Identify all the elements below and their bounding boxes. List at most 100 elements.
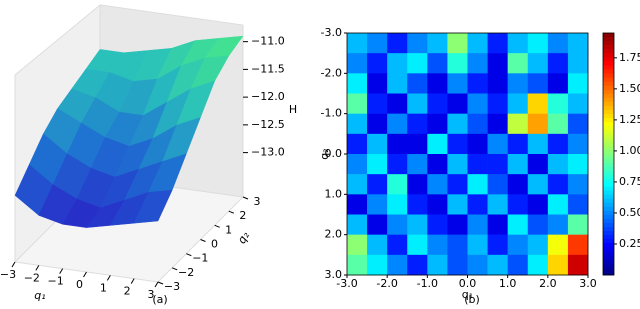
- heat-cell: [367, 214, 388, 235]
- heat-cell: [467, 93, 488, 114]
- colorbar-step: [603, 149, 614, 155]
- heat-cell: [347, 174, 368, 195]
- heat-cell: [567, 174, 589, 195]
- heat-cell: [527, 73, 549, 94]
- heat-cell: [487, 214, 508, 235]
- y-tick-label: 2.0: [325, 228, 343, 241]
- heat-cell: [567, 214, 589, 235]
- y-tick-label: -1.0: [321, 107, 342, 120]
- heat-cell: [407, 73, 428, 94]
- heat-cell: [427, 113, 448, 135]
- heat-cell: [527, 194, 549, 215]
- x-axis-label: q₁: [462, 288, 473, 301]
- heat-cell: [427, 133, 448, 155]
- colorbar-step: [603, 238, 614, 244]
- colorbar-step: [603, 41, 614, 46]
- x-tick: [59, 268, 64, 274]
- y-tick: [157, 281, 164, 285]
- heat-cell: [427, 33, 448, 54]
- heat-cell: [507, 133, 529, 155]
- colorbar-step: [603, 97, 614, 102]
- colorbar-tick-label: 0.75: [619, 175, 640, 188]
- x-tick-label: -2.0: [376, 277, 397, 290]
- y-axis-label: q₂: [318, 148, 331, 159]
- colorbar-step: [603, 194, 614, 199]
- heat-cell: [467, 33, 488, 54]
- heat-cell: [347, 194, 368, 215]
- heat-cell: [567, 53, 589, 74]
- x-tick-label: 0.0: [459, 277, 477, 290]
- heat-cell: [367, 113, 388, 135]
- x-tick-label: −2: [24, 271, 40, 284]
- heat-cell: [487, 194, 508, 215]
- y-tick-label: 1.0: [325, 187, 343, 200]
- heat-cell: [387, 194, 408, 215]
- heat-cell: [447, 113, 468, 135]
- surface-patch: [133, 189, 173, 224]
- heat-cell: [527, 113, 549, 135]
- colorbar-step: [603, 53, 614, 58]
- heat-cell: [447, 73, 468, 94]
- heat-cell: [347, 93, 368, 114]
- heat-cell: [367, 33, 388, 54]
- heat-cell: [447, 53, 468, 74]
- heat-cell: [447, 194, 468, 215]
- heat-cell: [507, 73, 529, 94]
- colorbar-step: [603, 214, 614, 219]
- y-tick: [186, 253, 192, 257]
- colorbar-step: [603, 166, 614, 171]
- heat-cell: [427, 53, 448, 74]
- caption-a: (a): [152, 293, 167, 306]
- heat-cell: [387, 154, 408, 175]
- heat-cell: [507, 154, 529, 175]
- colorbar-step: [603, 93, 614, 98]
- x-tick-label: -1.0: [417, 277, 438, 290]
- heat-cell: [367, 154, 388, 175]
- heat-cell: [527, 234, 549, 256]
- colorbar-step: [603, 45, 614, 50]
- heat-cell: [447, 133, 468, 155]
- heat-cell: [387, 73, 408, 94]
- heat-cell: [507, 53, 529, 74]
- heat-cell: [427, 234, 448, 256]
- heat-cell: [547, 214, 569, 235]
- colorbar-step: [603, 129, 614, 135]
- heat-cell: [527, 174, 549, 195]
- heat-cell: [367, 133, 388, 155]
- colorbar-step: [603, 69, 614, 74]
- y-tick: [242, 196, 249, 200]
- heat-cell: [407, 113, 428, 135]
- heat-cell: [507, 194, 529, 215]
- heat-cell: [387, 214, 408, 235]
- heat-cell: [347, 53, 368, 74]
- heat-cell: [487, 93, 508, 114]
- heat-cell: [347, 154, 368, 175]
- heat-cell: [487, 33, 508, 54]
- heat-cell: [547, 53, 569, 74]
- x-tick-label: 2.0: [539, 277, 557, 290]
- heat-cell: [527, 214, 549, 235]
- y-tick: [214, 224, 220, 228]
- heat-cell: [347, 254, 368, 276]
- heat-cell: [447, 214, 468, 235]
- y-tick-label: −1: [192, 252, 208, 265]
- heat-cell: [467, 53, 488, 74]
- heat-cell: [387, 133, 408, 155]
- colorbar-step: [603, 125, 614, 131]
- heat-cell: [407, 93, 428, 114]
- y-tick: [171, 267, 178, 271]
- colorbar-step: [603, 57, 614, 62]
- x-tick-label: -3.0: [336, 277, 357, 290]
- y-tick-label: 1: [225, 223, 232, 236]
- heat-cell: [407, 254, 428, 276]
- heat-cell: [387, 113, 408, 135]
- heat-cell: [567, 194, 589, 215]
- z-axis-label: H: [289, 103, 297, 116]
- heat-cell: [347, 234, 368, 256]
- colorbar-tick-label: 1.50: [619, 82, 640, 95]
- heat-cell: [367, 254, 388, 276]
- heat-cell: [467, 174, 488, 195]
- colorbar-step: [603, 266, 614, 272]
- colorbar-step: [603, 222, 614, 227]
- heat-cell: [507, 234, 529, 256]
